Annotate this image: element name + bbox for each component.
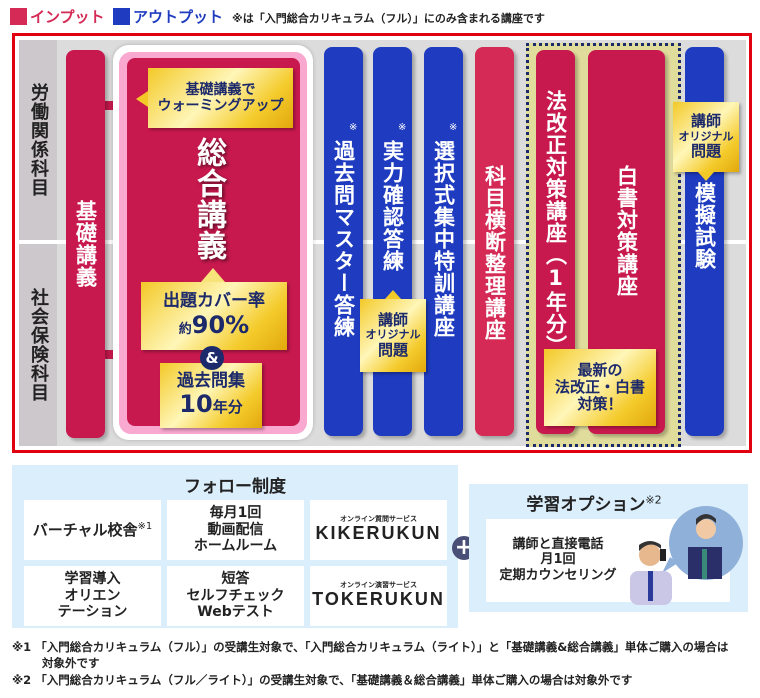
course-label: 選択式集中特訓講座 (431, 140, 456, 338)
input-legend-swatch (10, 8, 27, 25)
original-callout: 講師 オリジナル 問題 (360, 299, 426, 372)
callout-line: 対策！ (577, 395, 623, 414)
follow-item-orientation: 学習導入 オリエン テーション (24, 566, 161, 626)
callout-line: ウォーミングアップ (157, 98, 284, 114)
option-line: 定期カウンセリング (499, 567, 617, 583)
past-exam-callout: 過去問集 10年分 (160, 363, 262, 428)
course-kamoku: 科目横断整理講座 (475, 47, 514, 436)
callout-line: 講師 (377, 310, 408, 329)
footnote-text: 「入門総合カリキュラム（フル／ライト）」の受講生対象で、「基礎講義＆総合講義」単… (35, 673, 633, 687)
follow-item-homeroom: 毎月1回 動画配信 ホームルーム (167, 500, 304, 560)
item-label: バーチャル校舎 (32, 521, 138, 539)
footnote-1: ※1 「入門総合カリキュラム（フル）」の受講生対象で、「入門総合カリキュラム（ラ… (12, 640, 728, 655)
subject-labor: 労働関係科目 (19, 40, 57, 240)
item-line: 短答 (221, 570, 250, 587)
course-kakomon: 過去問マスター答練 (324, 47, 363, 436)
item-line: 動画配信 (207, 521, 264, 538)
coverage-value: 90% (191, 310, 250, 339)
moshi-original-callout: 講師 オリジナル 問題 (673, 102, 739, 172)
coverage-callout: 出題カバー率 約90% (141, 282, 287, 350)
option-text: 講師と直接電話 月1回 定期カウンセリング (488, 530, 628, 590)
item-line: セルフチェック (186, 587, 285, 604)
footnote-2: ※2 「入門総合カリキュラム（フル／ライト）」の受講生対象で、「基礎講義＆総合講… (12, 673, 632, 688)
tokerukun-logo: TOKERUKUN (312, 589, 445, 610)
callout-line: 問題 (377, 340, 408, 359)
past-label: 過去問集 (177, 370, 245, 391)
callout-line: オリジナル (678, 129, 734, 143)
output-legend-label: アウトプット (133, 8, 224, 26)
callout-line: 基礎講義で (185, 81, 256, 98)
follow-item-virtual-campus: バーチャル校舎※1 (24, 500, 161, 560)
item-line: 学習導入 (64, 570, 121, 587)
coverage-label: 出題カバー率 (163, 291, 265, 312)
full-only-mark: ※ (349, 122, 358, 133)
past-value: 10 (179, 390, 213, 419)
footnote-mark: ※2 (12, 673, 32, 687)
curriculum-frame (12, 33, 752, 453)
option-title-text: 学習オプション (526, 495, 646, 515)
subject-social: 社会保険科目 (19, 244, 57, 446)
full-only-mark: ※ (398, 122, 407, 133)
footnote-mark: ※1 (12, 640, 32, 654)
item-line: オリエン (64, 587, 121, 604)
follow-item-kikerukun: オンライン質問サービス KIKERUKUN (310, 500, 447, 560)
sogo-title: 総合講義 (191, 137, 226, 261)
callout-pointer (385, 290, 401, 299)
callout-line: 最新の (577, 360, 623, 379)
callout-pointer (698, 172, 714, 181)
callout-line: 法改正・白書 (554, 377, 645, 396)
footnote-ref: ※1 (137, 521, 153, 532)
course-label: 科目横断整理講座 (482, 165, 507, 341)
callout-line: オリジナル (365, 328, 421, 342)
callout-line: 講師 (690, 112, 721, 131)
kikerukun-logo: KIKERUKUN (315, 523, 442, 544)
course-label: 実力確認答練 (380, 140, 405, 272)
subject-label: 社会保険科目 (28, 288, 49, 402)
item-line: 毎月1回 (209, 504, 262, 521)
follow-item-webtest: 短答 セルフチェック Webテスト (167, 566, 304, 626)
item-line: Webテスト (197, 604, 274, 621)
footnote-ref: ※2 (645, 493, 662, 507)
past-suffix: 年分 (212, 398, 243, 417)
latest-callout: 最新の 法改正・白書 対策！ (544, 349, 656, 426)
option-title: 学習オプション※2 (469, 490, 719, 515)
item-line: テーション (57, 604, 128, 621)
ampersand-badge: & (200, 346, 224, 370)
input-legend-label: インプット (30, 8, 105, 26)
callout-pointer (136, 91, 148, 107)
callout-pointer (201, 268, 225, 282)
output-legend-swatch (113, 8, 130, 25)
course-label: 法改正対策講座（1年分） (543, 90, 568, 357)
course-sentaku: 選択式集中特訓講座 (424, 47, 463, 436)
subject-label: 労働関係科目 (28, 83, 49, 197)
course-label: 基礎講義 (73, 200, 98, 288)
logo-subtitle: オンライン演習サービス (340, 581, 417, 589)
option-line: 月1回 (540, 552, 576, 568)
legend-note: ※は「入門総合カリキュラム（フル）」にのみ含まれる講座です (232, 12, 545, 25)
course-jitsuryoku: 実力確認答練 (373, 47, 412, 436)
warmup-callout: 基礎講義で ウォーミングアップ (148, 68, 293, 128)
coverage-prefix: 約 (178, 321, 192, 337)
logo-subtitle: オンライン質問サービス (340, 515, 417, 523)
callout-line: 問題 (690, 142, 721, 161)
course-kiso: 基礎講義 (66, 50, 105, 438)
full-only-mark: ※ (449, 122, 458, 133)
follow-item-tokerukun: オンライン演習サービス TOKERUKUN (310, 566, 447, 626)
course-label: 過去問マスター答練 (331, 140, 356, 338)
course-label: 模擬試験 (692, 182, 717, 270)
footnote-text: 「入門総合カリキュラム（フル）」の受講生対象で、「入門総合カリキュラム（ライト）… (35, 640, 729, 654)
course-label: 白書対策講座 (614, 165, 639, 297)
counseling-illustration (630, 506, 743, 605)
follow-title: フォロー制度 (184, 477, 286, 497)
footnote-1-cont: 対象外です (42, 656, 100, 670)
option-line: 講師と直接電話 (512, 536, 604, 552)
item-line: ホームルーム (193, 538, 278, 555)
